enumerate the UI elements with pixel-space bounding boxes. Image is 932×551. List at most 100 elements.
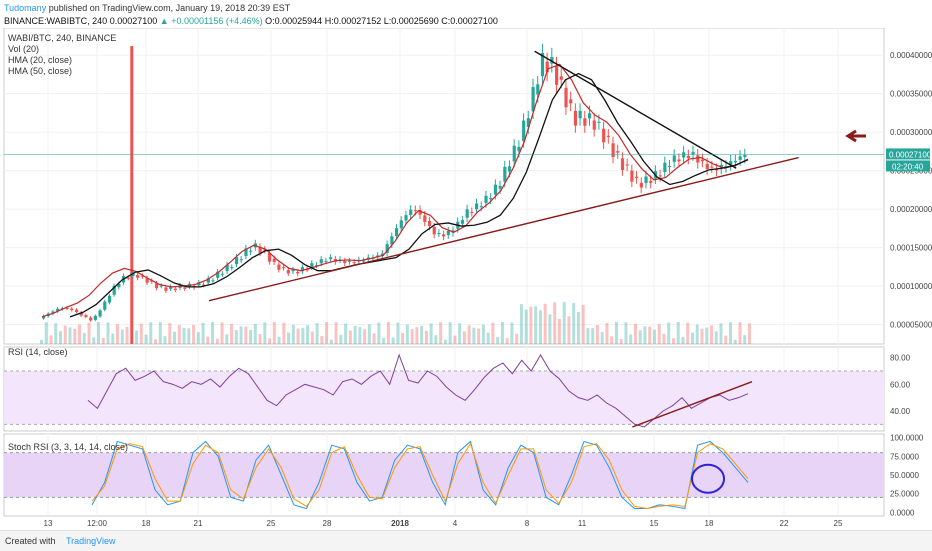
candle xyxy=(597,121,601,123)
candle xyxy=(635,176,639,179)
volume-bar xyxy=(648,326,652,344)
footer-created: Created with xyxy=(5,536,56,546)
volume-bar xyxy=(733,339,737,344)
candle xyxy=(507,166,512,172)
volume-bar xyxy=(268,338,272,344)
x-tick-label: 28 xyxy=(323,519,332,528)
candle xyxy=(503,166,507,182)
volume-bar xyxy=(82,332,86,344)
candle xyxy=(395,228,399,237)
volume-bar xyxy=(429,323,433,344)
tradingview-logo[interactable]: TradingView xyxy=(66,536,116,546)
candle xyxy=(691,152,695,155)
price-tick-label: 0.00005000 xyxy=(890,321,932,330)
volume-bar xyxy=(443,339,447,344)
candle xyxy=(517,146,521,152)
volume-bar xyxy=(548,314,552,344)
volume-bar xyxy=(130,46,134,344)
volume-bar xyxy=(700,328,704,344)
volume-bar xyxy=(139,323,143,344)
volume-bar xyxy=(168,323,172,344)
chart-area[interactable]: 13 12:00 18 21 25 28 2018 4 8 11 15 18 22 25 0.0004000… xyxy=(0,28,932,528)
candle xyxy=(56,308,60,312)
volume-bar xyxy=(458,323,462,344)
volume-bar xyxy=(225,334,229,344)
candle xyxy=(249,250,253,252)
legend-vol: Vol (20) xyxy=(8,44,40,54)
candle xyxy=(587,113,592,119)
volume-bar xyxy=(510,322,514,344)
candle xyxy=(616,151,620,153)
volume-bar xyxy=(144,334,148,344)
candle xyxy=(230,267,234,269)
volume-bar xyxy=(135,330,139,344)
symbol-line: BINANCE:WABIBTC, 240 0.00027100 ▲ +0.000… xyxy=(4,16,498,26)
volume-bar xyxy=(496,337,500,344)
candle xyxy=(630,170,634,182)
volume-bar xyxy=(401,333,405,344)
candle xyxy=(423,215,427,222)
volume-bar xyxy=(201,322,205,344)
volume-bar xyxy=(524,309,528,344)
candle xyxy=(578,110,582,119)
candle xyxy=(150,280,154,282)
candle xyxy=(531,87,535,112)
volume-bar xyxy=(101,338,105,344)
candle xyxy=(743,154,747,158)
volume-bar xyxy=(54,323,58,344)
candle xyxy=(173,288,177,291)
candle xyxy=(686,155,691,158)
rsi-trend-line[interactable] xyxy=(632,381,753,428)
candle xyxy=(202,284,206,286)
volume-bar xyxy=(462,331,466,344)
current-price-label: 0.00027100 xyxy=(889,150,932,159)
publish-info: published on TradingView.com, January 19… xyxy=(48,3,291,13)
volume-bar xyxy=(187,328,191,344)
volume-bar xyxy=(614,322,618,344)
volume-bar xyxy=(386,322,390,344)
volume-bar xyxy=(519,304,523,344)
candle xyxy=(399,220,403,229)
volume-bar xyxy=(705,327,709,344)
volume-bar xyxy=(59,331,63,344)
candle xyxy=(498,185,502,189)
volume-bar xyxy=(467,325,471,344)
volume-bar xyxy=(182,327,186,344)
candle xyxy=(103,301,107,310)
candle xyxy=(42,316,46,319)
volume-bar xyxy=(567,316,571,344)
volume-bar xyxy=(111,333,115,344)
candle xyxy=(272,258,276,262)
ohlc-values: O:0.00025944 H:0.00027152 L:0.00025690 C… xyxy=(265,16,498,26)
candle xyxy=(197,282,201,286)
volume-bar xyxy=(424,330,428,344)
candle xyxy=(277,264,281,270)
volume-bar xyxy=(557,319,561,344)
resistance-trend-line[interactable] xyxy=(534,50,737,169)
price-tick-label: 0.00030000 xyxy=(890,128,932,137)
highlight-circle[interactable] xyxy=(691,463,725,494)
volume-bar xyxy=(534,306,538,344)
volume-bar xyxy=(97,322,101,344)
volume-bar xyxy=(709,325,713,344)
candle xyxy=(705,163,709,170)
legend-hma50: HMA (50, close) xyxy=(8,66,73,76)
author-link[interactable]: Tudomany xyxy=(4,3,47,13)
candle xyxy=(489,198,493,200)
price-tick-label: 0.00020000 xyxy=(890,205,932,214)
candle xyxy=(159,285,163,287)
candle xyxy=(536,84,540,95)
volume-bar xyxy=(605,322,609,344)
candle xyxy=(639,182,643,188)
support-trend-line[interactable] xyxy=(208,156,799,302)
candle xyxy=(263,249,267,251)
price-pane[interactable] xyxy=(3,28,885,345)
volume-bar xyxy=(116,324,120,344)
candle xyxy=(682,152,686,158)
candle xyxy=(225,264,229,272)
volume-bar xyxy=(671,338,675,344)
candle xyxy=(446,231,450,236)
countdown-label: 02:20:40 xyxy=(892,162,924,171)
x-tick-label: 25 xyxy=(834,519,843,528)
volume-bar xyxy=(591,328,595,344)
